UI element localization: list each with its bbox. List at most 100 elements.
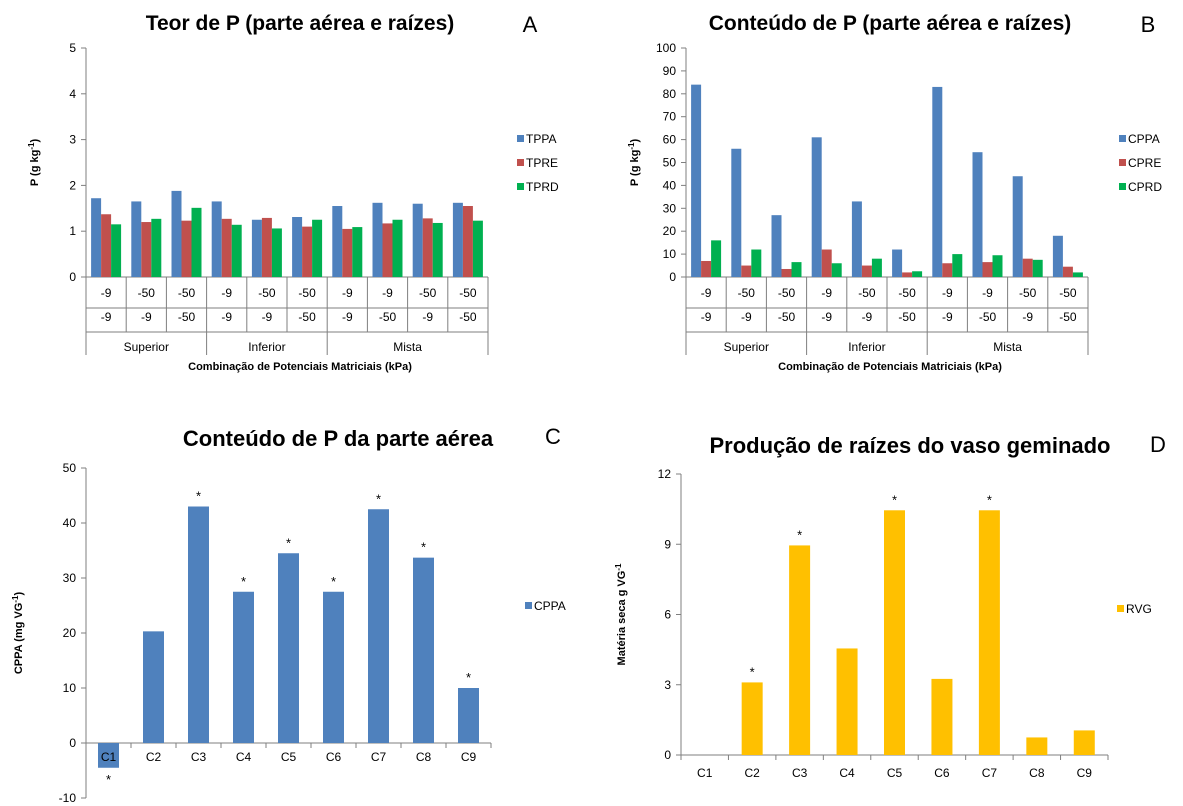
x-category-label-row2: -50: [459, 310, 477, 324]
chart-panel-c: Conteúdo de P da parte aérea C -10 0 10 20 30 4…: [11, 424, 566, 805]
legend-swatch-rvg: [1117, 605, 1124, 612]
bar-cppa: [98, 743, 119, 768]
y-tick-label: 60: [663, 133, 677, 147]
bar-tprd: [312, 219, 323, 277]
bar-tpre: [181, 220, 192, 277]
bar-cpre: [741, 265, 752, 277]
x-category-label-row2: -50: [178, 310, 196, 324]
chart-title: Conteúdo de P (parte aérea e raízes): [709, 12, 1072, 35]
bar-cpre: [701, 260, 712, 277]
bar-cprd: [912, 271, 923, 277]
x-category-label: C2: [146, 750, 162, 764]
y-tick-label: 40: [63, 516, 77, 530]
x-category-label-row1: -50: [1019, 286, 1037, 300]
y-tick-label: 3: [69, 133, 76, 147]
legend-swatch-cprd: [1119, 183, 1126, 190]
x-category-label-row1: -9: [701, 286, 712, 300]
y-tick-label: 4: [69, 87, 76, 101]
legend-label: RVG: [1126, 602, 1152, 616]
chart-title: Produção de raízes do vaso geminado: [710, 433, 1111, 458]
x-category-label-row1: -9: [382, 286, 393, 300]
y-tick-label: 20: [63, 626, 77, 640]
bar-rvg: [884, 510, 905, 755]
legend-label: CPRD: [1128, 180, 1162, 194]
legend-label: CPPA: [1128, 132, 1160, 146]
bar-tprd: [111, 224, 122, 277]
bar-cprd: [1072, 272, 1083, 277]
significance-asterisk: *: [241, 574, 246, 589]
x-category-label: C4: [236, 750, 252, 764]
bar-cpre: [861, 265, 872, 277]
y-tick-label: 6: [664, 608, 671, 622]
x-category-label: C1: [101, 750, 117, 764]
chart-panel-a: Teor de P (parte aérea e raízes) A 0 1 2 3 4 5 P…: [27, 12, 560, 373]
y-tick-label: 0: [69, 270, 76, 284]
bar-cpre: [982, 262, 993, 277]
x-category-label-row2: -9: [141, 310, 152, 324]
bar-tppa: [211, 201, 222, 277]
bar-cppa: [972, 152, 983, 277]
y-tick-label: 0: [669, 270, 676, 284]
x-category-label-row2: -9: [422, 310, 433, 324]
y-tick-label: 50: [63, 461, 77, 475]
legend-swatch-cppa: [525, 602, 532, 609]
bar-cppa: [851, 201, 862, 277]
x-category-label-row2: -50: [778, 310, 796, 324]
y-axis-label-sup: -1: [627, 142, 636, 150]
panel-letter: C: [545, 424, 561, 449]
x-axis-label: Combinação de Potenciais Matriciais (kPa…: [778, 361, 1002, 373]
x-group-label: Inferior: [848, 340, 885, 354]
bar-cppa: [278, 553, 299, 743]
bar-rvg: [978, 510, 1000, 755]
x-category-label-row2: -50: [298, 310, 316, 324]
x-category-label-row1: -9: [942, 286, 953, 300]
x-category-label-row1: -50: [738, 286, 756, 300]
y-axis-label-sup: -1: [11, 595, 20, 603]
significance-asterisk: *: [421, 540, 426, 555]
bar-tpre: [382, 223, 393, 277]
bar-cprd: [711, 240, 722, 277]
bar-cppa: [188, 506, 209, 743]
x-category-label-row1: -50: [1059, 286, 1077, 300]
y-tick-label: 3: [664, 678, 671, 692]
bar-tpre: [101, 214, 112, 277]
x-category-label-row1: -50: [298, 286, 316, 300]
y-tick-label: 70: [663, 110, 677, 124]
bar-tppa: [91, 198, 102, 277]
bar-cppa: [1052, 235, 1063, 277]
bar-cppa: [458, 688, 479, 743]
legend-swatch-tpre: [517, 159, 524, 166]
legend-swatch-tppa: [517, 135, 524, 142]
bar-rvg: [1073, 730, 1095, 755]
x-category-label-row2: -9: [221, 310, 232, 324]
bar-cppa: [368, 509, 389, 743]
y-tick-label: 20: [663, 224, 677, 238]
bar-tprd: [271, 228, 282, 277]
x-category-label-row2: -9: [342, 310, 353, 324]
bar-tppa: [412, 203, 423, 277]
x-group-label: Superior: [724, 340, 769, 354]
x-category-label: C3: [792, 766, 808, 780]
y-tick-label: -10: [59, 791, 77, 805]
bar-tprd: [151, 218, 162, 277]
x-category-label-row1: -50: [858, 286, 876, 300]
y-axis-label-end: ): [13, 592, 25, 596]
x-category-label: C7: [982, 766, 998, 780]
panel-letter: D: [1150, 432, 1166, 457]
x-category-label-row2: -50: [898, 310, 916, 324]
y-tick-label: 30: [63, 571, 77, 585]
bar-tppa: [372, 202, 383, 277]
bar-tppa: [292, 217, 303, 277]
bar-tprd: [472, 220, 483, 277]
significance-asterisk: *: [892, 492, 897, 507]
bar-cprd: [992, 255, 1003, 277]
y-tick-label: 50: [663, 156, 677, 170]
bar-tpre: [141, 222, 152, 277]
bar-tppa: [251, 219, 262, 277]
x-category-label-row1: -9: [821, 286, 832, 300]
x-category-label-row2: -50: [379, 310, 397, 324]
bar-cppa: [731, 148, 742, 277]
x-group-label: Mista: [393, 340, 422, 354]
y-axis-label-end: ): [629, 139, 641, 143]
